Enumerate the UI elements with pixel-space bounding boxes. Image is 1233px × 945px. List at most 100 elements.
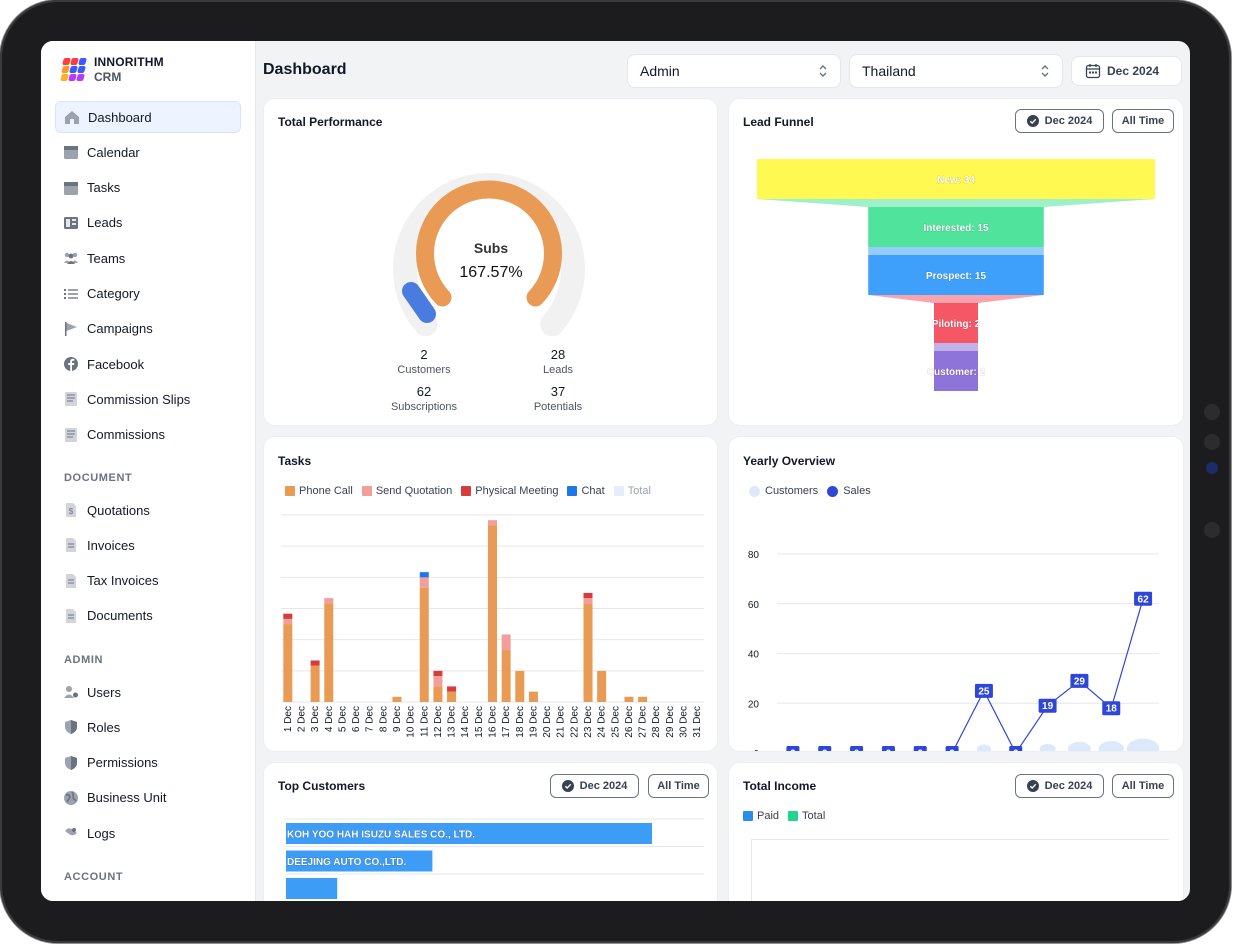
task-bar-segment[interactable] — [501, 650, 511, 702]
task-bar-segment[interactable] — [324, 603, 334, 702]
sales-data-point[interactable] — [1070, 673, 1089, 688]
task-bar-segment[interactable] — [419, 572, 429, 578]
country-select[interactable]: Thailand — [849, 54, 1063, 88]
legend-item[interactable]: Sales — [827, 485, 871, 497]
task-bar-segment[interactable] — [638, 696, 648, 702]
sidebar-item-quotations[interactable]: $ Quotations — [55, 494, 241, 526]
task-bar-segment[interactable] — [447, 691, 457, 702]
sales-data-point[interactable] — [1009, 746, 1023, 752]
legend-item[interactable]: Paid — [743, 810, 779, 822]
legend-item[interactable]: Total — [613, 485, 651, 497]
filter-current-month-chip[interactable]: Dec 2024 — [1015, 109, 1104, 133]
sidebar-item-tasks[interactable]: Tasks — [55, 172, 241, 204]
task-bar-segment[interactable] — [283, 613, 293, 619]
customer-bubble[interactable] — [1098, 741, 1124, 752]
task-bar-segment[interactable] — [392, 696, 402, 702]
sales-data-label: 25 — [978, 686, 990, 697]
task-bar-segment[interactable] — [583, 592, 593, 599]
sales-data-label: 19 — [1042, 701, 1054, 712]
sales-data-point[interactable] — [881, 746, 895, 752]
brand[interactable]: INNORITHM CRM — [60, 55, 164, 85]
task-bar-segment[interactable] — [583, 603, 593, 702]
task-bar-segment[interactable] — [597, 670, 607, 702]
sales-data-point[interactable] — [945, 746, 959, 752]
filter-all-time-chip[interactable]: All Time — [648, 774, 709, 798]
funnel-stage[interactable] — [757, 159, 1155, 199]
task-bar-segment[interactable] — [419, 587, 429, 702]
task-bar-segment[interactable] — [433, 676, 443, 687]
chip-label: All Time — [1121, 115, 1165, 127]
task-bar-segment[interactable] — [624, 696, 634, 702]
sales-data-point[interactable] — [913, 746, 927, 752]
sidebar-item-facebook[interactable]: Facebook — [55, 348, 241, 380]
sidebar-item-roles[interactable]: Roles — [55, 711, 241, 743]
filter-current-month-chip[interactable]: Dec 2024 — [550, 774, 639, 798]
sales-data-point[interactable] — [850, 746, 864, 752]
income-chart-area — [751, 839, 1169, 901]
customer-bubble[interactable] — [976, 744, 992, 752]
customer-bubble[interactable] — [1039, 744, 1056, 752]
task-bar-segment[interactable] — [310, 665, 320, 702]
task-bar-segment[interactable] — [501, 634, 511, 651]
customer-bar[interactable] — [286, 878, 338, 899]
sales-data-point[interactable] — [1102, 701, 1121, 716]
funnel-stage[interactable] — [934, 303, 978, 343]
sidebar-item-dashboard[interactable]: Dashboard — [55, 101, 241, 133]
legend-item[interactable]: Chat — [567, 485, 605, 497]
legend-item[interactable]: Customers — [749, 485, 818, 497]
sales-data-point[interactable] — [1134, 591, 1153, 606]
funnel-stage[interactable] — [868, 207, 1044, 247]
card-title: Yearly Overview — [743, 454, 836, 468]
legend-item[interactable]: Physical Meeting — [461, 485, 558, 497]
sidebar-item-teams[interactable]: Teams — [55, 242, 241, 274]
task-bar-segment[interactable] — [283, 618, 293, 625]
role-select[interactable]: Admin — [627, 54, 841, 88]
sidebar-item-documents[interactable]: Documents — [55, 600, 241, 632]
task-bar-segment[interactable] — [433, 670, 443, 677]
sidebar-item-commission-slips[interactable]: Commission Slips — [55, 383, 241, 415]
sidebar-item-business-unit[interactable]: Business Unit — [55, 782, 241, 814]
filter-all-time-chip[interactable]: All Time — [1112, 109, 1174, 133]
brand-sub: CRM — [94, 70, 122, 84]
task-bar-segment[interactable] — [528, 691, 538, 702]
task-bar-segment[interactable] — [283, 624, 293, 702]
sales-data-point[interactable] — [786, 746, 800, 752]
task-bar-segment[interactable] — [488, 520, 497, 526]
task-bar-segment[interactable] — [324, 598, 334, 604]
task-bar-segment[interactable] — [419, 577, 429, 588]
sidebar-item-commissions[interactable]: Commissions — [55, 419, 241, 451]
gauge-overflow-arc — [402, 282, 436, 323]
customer-bar[interactable] — [286, 850, 433, 872]
legend-item[interactable]: Send Quotation — [361, 485, 452, 497]
filter-current-month-chip[interactable]: Dec 2024 — [1015, 774, 1104, 798]
sidebar-item-logs[interactable]: Logs — [55, 817, 241, 849]
stat-subscriptions: 62 Subscriptions — [374, 384, 474, 413]
sales-data-point[interactable] — [818, 746, 832, 752]
sidebar-item-category[interactable]: Category — [55, 278, 241, 310]
sales-data-point[interactable] — [1038, 698, 1057, 713]
task-bar-segment[interactable] — [433, 686, 443, 702]
customer-bubble[interactable] — [1067, 741, 1091, 752]
sidebar-item-calendar[interactable]: Calendar — [55, 136, 241, 168]
sidebar-item-campaigns[interactable]: Campaigns — [55, 313, 241, 345]
sidebar-item-invoices[interactable]: Invoices — [55, 529, 241, 561]
filter-all-time-chip[interactable]: All Time — [1112, 774, 1174, 798]
sidebar-item-tax-invoices[interactable]: Tax Invoices — [55, 565, 241, 597]
customer-bubble[interactable] — [1126, 738, 1160, 752]
sidebar-item-leads[interactable]: Leads — [55, 207, 241, 239]
task-bar-segment[interactable] — [447, 686, 457, 692]
customer-bar[interactable] — [286, 823, 652, 844]
funnel-stage[interactable] — [868, 255, 1044, 295]
task-bar-segment[interactable] — [310, 660, 320, 666]
sidebar-item-users[interactable]: Users — [55, 676, 241, 708]
legend-item[interactable]: Phone Call — [285, 485, 353, 497]
date-picker-button[interactable]: Dec 2024 — [1071, 56, 1182, 86]
check-circle-icon — [1026, 115, 1039, 127]
task-bar-segment[interactable] — [488, 525, 497, 702]
task-bar-segment[interactable] — [515, 670, 525, 702]
task-bar-segment[interactable] — [583, 598, 593, 604]
funnel-stage[interactable] — [934, 351, 978, 391]
sales-data-point[interactable] — [974, 683, 993, 698]
legend-item[interactable]: Total — [788, 810, 825, 822]
sidebar-item-permissions[interactable]: Permissions — [55, 747, 241, 779]
